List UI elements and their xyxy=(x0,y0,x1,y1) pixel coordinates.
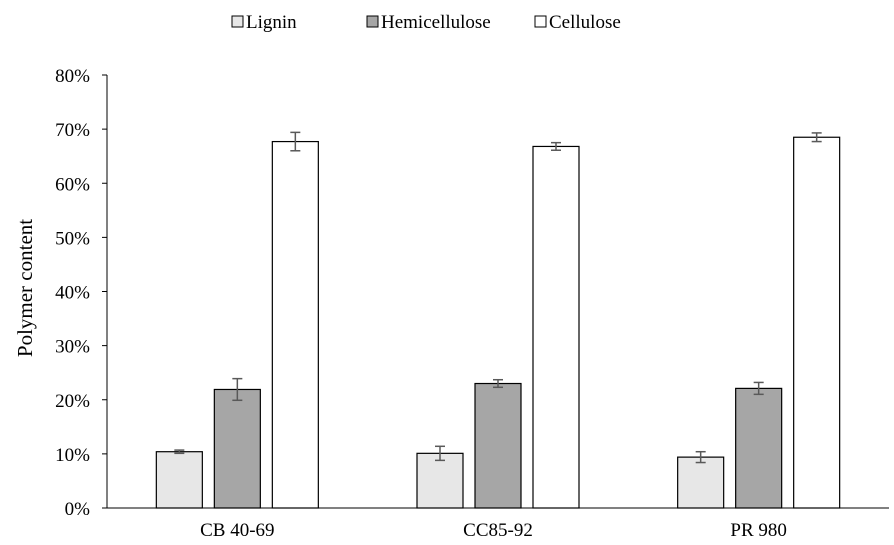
bar-hemicellulose-1 xyxy=(474,382,522,509)
x-axis-ticks: CB 40-69 CC85-92 PR 980 xyxy=(200,520,787,541)
bar-cellulose-1 xyxy=(532,145,580,509)
bar-lignin-2 xyxy=(677,456,725,509)
legend-swatch-hemicellulose xyxy=(366,15,379,28)
y-axis-ticks: 0% 10% 20% 30% 40% 50% 60% 70% 80% xyxy=(55,66,107,520)
bar-cellulose-2 xyxy=(793,136,841,509)
x-tick-label: CC85-92 xyxy=(463,520,533,541)
legend-label-lignin: Lignin xyxy=(246,12,297,33)
bar-hemicellulose-2 xyxy=(735,387,783,509)
bar-hemicellulose-0 xyxy=(213,388,261,509)
y-tick-label: 70% xyxy=(55,120,90,141)
legend: Lignin Hemicellulose Cellulose xyxy=(231,12,621,33)
y-tick-label: 10% xyxy=(55,445,90,466)
y-tick-label: 20% xyxy=(55,391,90,412)
y-tick-label: 30% xyxy=(55,337,90,358)
x-tick-label: PR 980 xyxy=(730,520,787,541)
y-tick-label: 0% xyxy=(65,499,91,520)
bar-lignin-0 xyxy=(155,451,203,509)
legend-label-cellulose: Cellulose xyxy=(549,12,621,33)
y-tick-label: 40% xyxy=(55,283,90,304)
legend-swatch-lignin xyxy=(231,15,244,28)
legend-label-hemicellulose: Hemicellulose xyxy=(381,12,491,33)
y-tick-label: 50% xyxy=(55,228,90,249)
bars xyxy=(155,131,841,509)
bar-lignin-1 xyxy=(416,452,464,509)
x-tick-label: CB 40-69 xyxy=(200,520,274,541)
bar-cellulose-0 xyxy=(271,140,319,509)
y-axis-title: Polymer content xyxy=(13,219,37,357)
y-tick-label: 80% xyxy=(55,66,90,87)
y-tick-label: 60% xyxy=(55,174,90,195)
legend-swatch-cellulose xyxy=(534,15,547,28)
